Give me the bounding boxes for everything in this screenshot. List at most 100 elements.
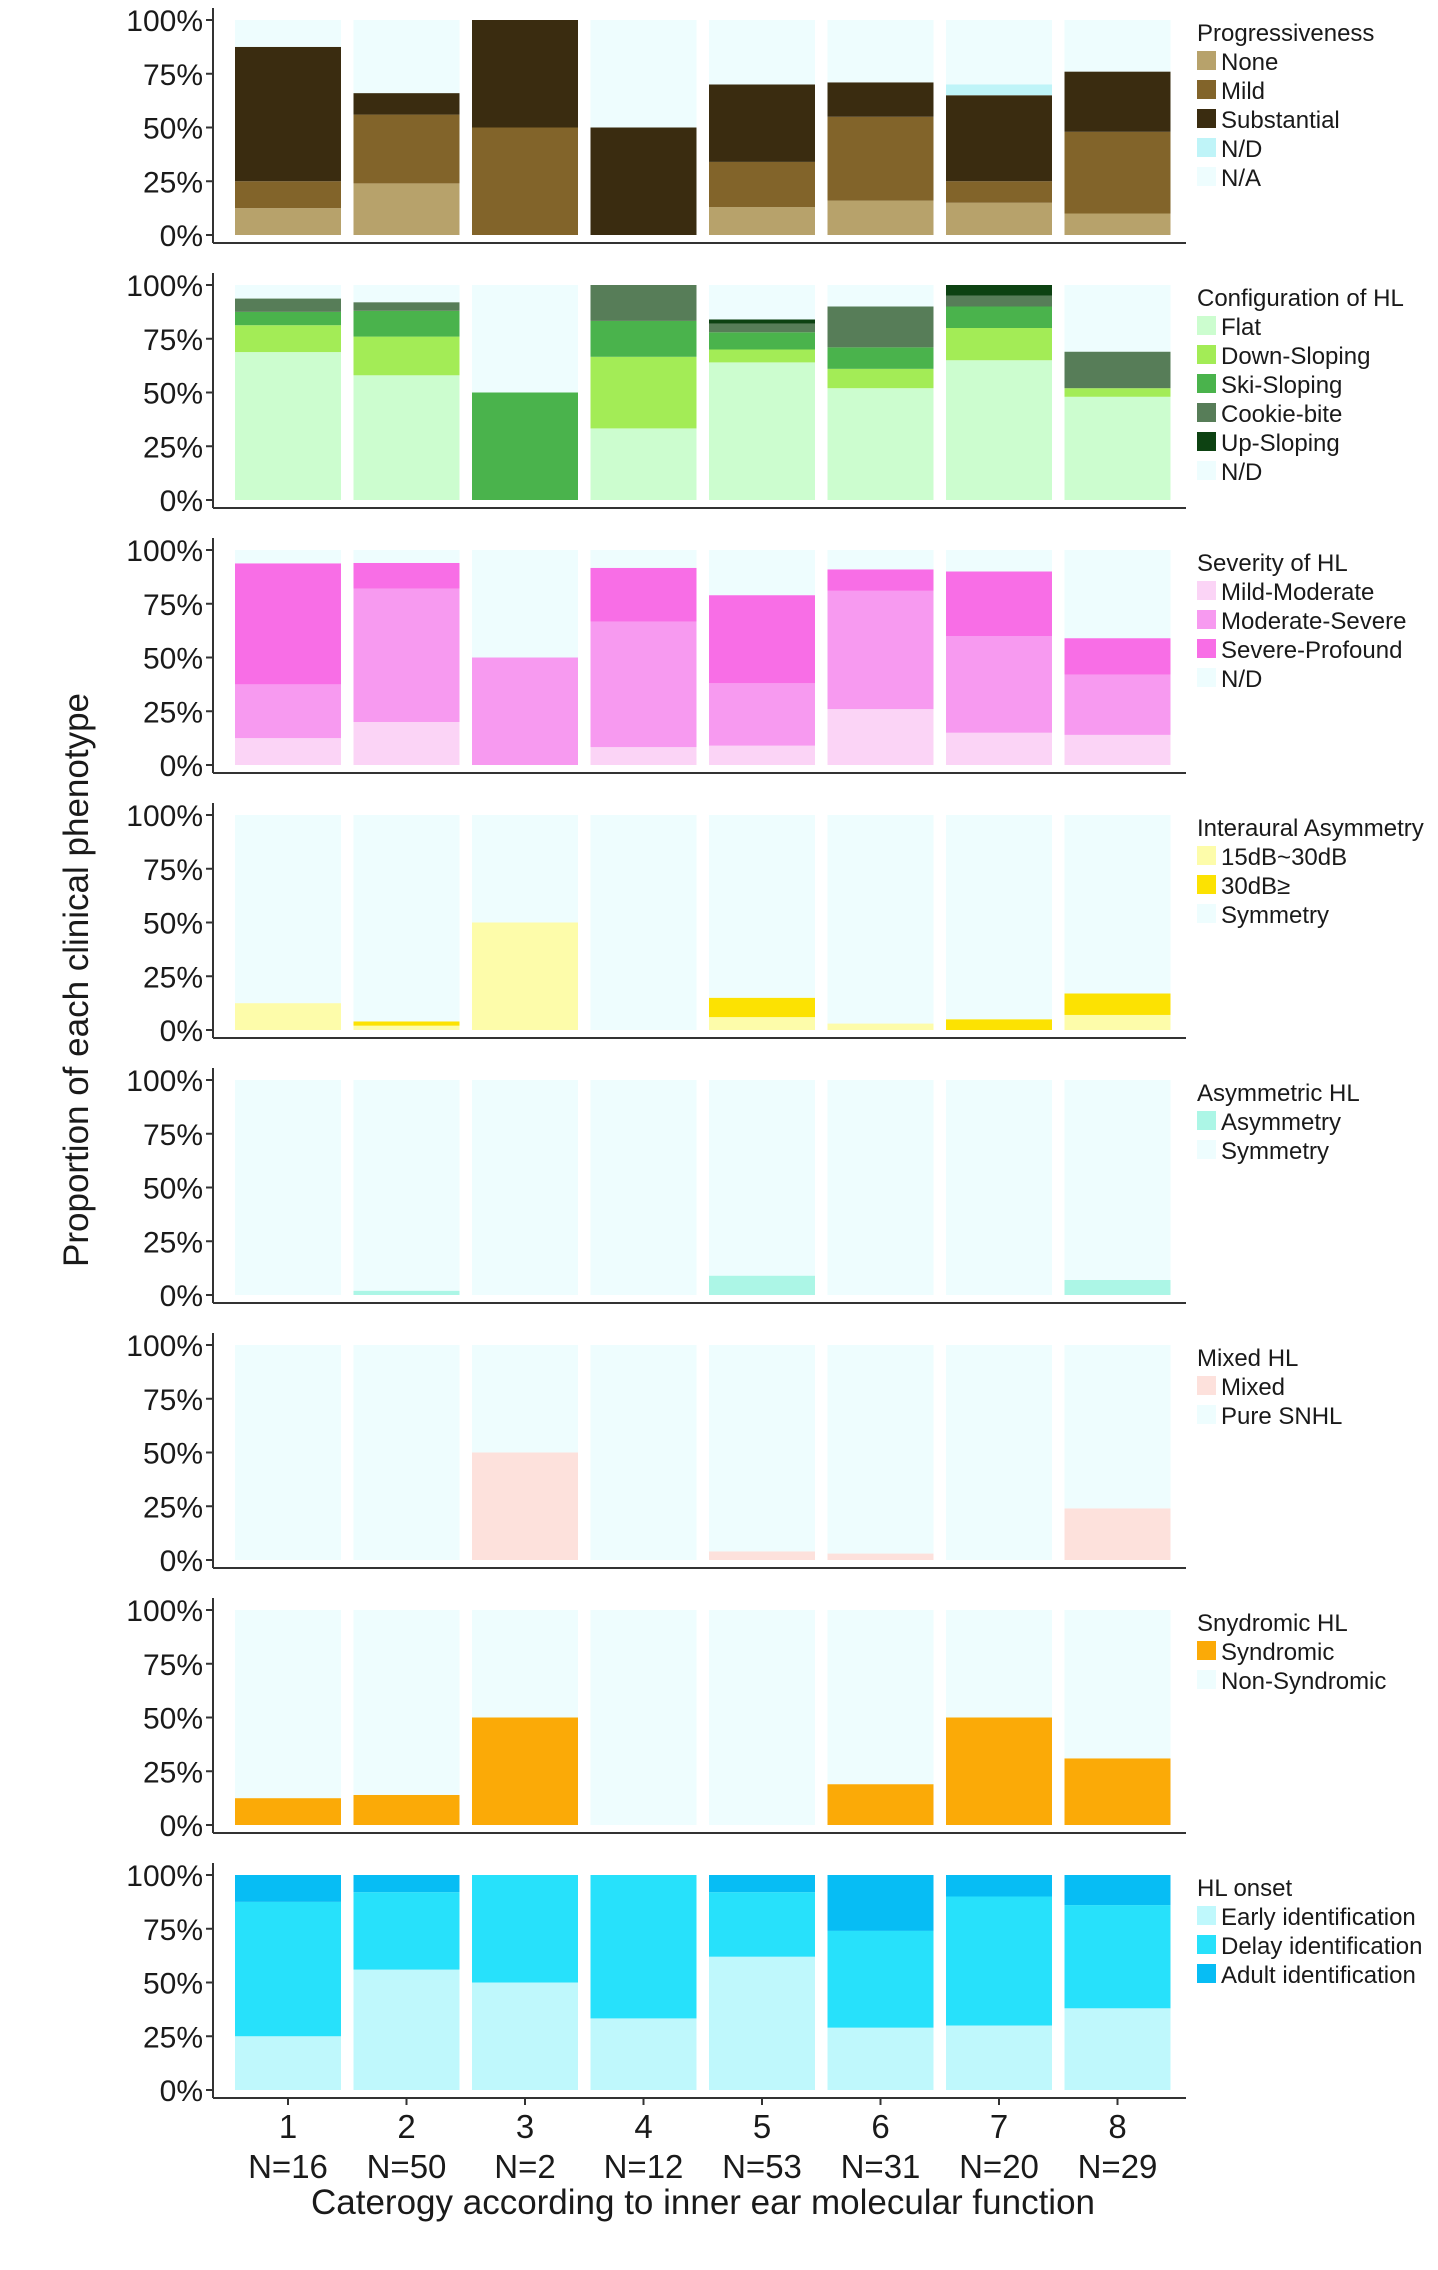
legend-swatch (1197, 1111, 1216, 1130)
bar-segment (590, 550, 697, 568)
bar-segment (353, 20, 460, 94)
bar-segment (946, 732, 1052, 765)
bar-segment (1064, 285, 1171, 352)
bar-segment (353, 1080, 460, 1291)
bar-segment (827, 1610, 934, 1785)
x-tick-label: 2 (397, 2108, 415, 2145)
bar-segment (472, 1345, 578, 1453)
legend-swatch (1197, 109, 1216, 128)
legend-title: Interaural Asymmetry (1197, 815, 1424, 842)
y-tick-label: 75% (143, 1914, 203, 1947)
legend-title: Severity of HL (1197, 550, 1348, 577)
bar-segment (946, 2025, 1052, 2090)
bar-segment (946, 571, 1052, 636)
x-tick-label: 5 (753, 2108, 771, 2145)
bar-segment (946, 1080, 1052, 1295)
legend-label: N/D (1221, 136, 1262, 163)
bar-segment (472, 815, 578, 923)
legend-swatch (1197, 904, 1216, 923)
bar-segment (235, 563, 341, 685)
bar-segment (946, 306, 1052, 328)
bar-segment (590, 815, 697, 1030)
bar-segment (709, 161, 815, 208)
bar-segment (709, 207, 815, 235)
legend-swatch (1197, 1906, 1216, 1925)
bar-segment (709, 997, 815, 1018)
bar-segment (709, 332, 815, 350)
bar-segment (946, 550, 1052, 572)
y-tick-label: 75% (143, 1649, 203, 1682)
bar-segment (827, 200, 934, 235)
y-tick-label: 75% (143, 854, 203, 887)
y-tick-label: 100% (126, 270, 203, 303)
bar-segment (353, 550, 460, 563)
y-tick-label: 25% (143, 961, 203, 994)
bar-segment (827, 815, 934, 1024)
bar-segment (946, 20, 1052, 85)
bar-segment (946, 328, 1052, 361)
bar-segment (353, 1610, 460, 1795)
x-tick-label: 3 (516, 2108, 534, 2145)
bar-segment (709, 1956, 815, 2090)
bar-segment (827, 550, 934, 570)
bar-segment (235, 1003, 341, 1030)
y-tick-label: 50% (143, 1438, 203, 1471)
bar-segment (827, 1784, 934, 1825)
bar-segment (590, 428, 697, 500)
panel-3: 0% 25% 50% 75% 100% Severity of HLMild-Modera… (126, 535, 1406, 783)
legend-swatch (1197, 846, 1216, 865)
bar-segment (1064, 20, 1171, 72)
bar-segment (827, 590, 934, 710)
bar-segment (827, 388, 934, 500)
y-tick-label: 100% (126, 800, 203, 833)
bar-segment (827, 1080, 934, 1295)
legend-swatch (1197, 1376, 1216, 1395)
bar-segment (235, 1610, 341, 1799)
bar-segment (353, 1875, 460, 1893)
bar-segment (827, 1023, 934, 1030)
bar-segment (1064, 1610, 1171, 1759)
y-tick-label: 75% (143, 59, 203, 92)
bar-segment (235, 298, 341, 312)
bar-segment (827, 347, 934, 369)
x-tick-label: 4 (634, 2108, 652, 2145)
sample-size-label: N=12 (604, 2148, 684, 2185)
bar-segment (1064, 396, 1171, 500)
bar-segment (827, 116, 934, 201)
bar-segment (1064, 993, 1171, 1015)
bar-segment (709, 1275, 815, 1295)
bar-segment (590, 1875, 697, 2019)
bar-segment (709, 285, 815, 320)
legend-title: Snydromic HL (1197, 1610, 1348, 1637)
bar-segment (472, 127, 578, 235)
bar-segment (353, 375, 460, 500)
legend-swatch (1197, 875, 1216, 894)
bar-segment (353, 310, 460, 337)
sample-size-label: N=20 (959, 2148, 1039, 2185)
y-tick-label: 100% (126, 1595, 203, 1628)
bar-segment (590, 127, 697, 235)
bar-segment (472, 20, 578, 128)
legend-swatch (1197, 1405, 1216, 1424)
sample-size-label: N=53 (722, 2148, 802, 2185)
bar-segment (472, 285, 578, 393)
bar-segment (946, 84, 1052, 96)
bar-segment (1064, 1758, 1171, 1825)
bar-segment (709, 1551, 815, 1560)
y-tick-label: 25% (143, 431, 203, 464)
legend-label: Pure SNHL (1221, 1403, 1342, 1430)
bar-segment (1064, 674, 1171, 735)
panel-7: 0% 25% 50% 75% 100% Snydromic HLSyndromicNon-… (126, 1595, 1386, 1843)
legend-swatch (1197, 1964, 1216, 1983)
bar-segment (472, 1717, 578, 1825)
bar-segment (709, 1875, 815, 1893)
y-tick-label: 50% (143, 643, 203, 676)
bar-segment (235, 20, 341, 47)
bar-segment (235, 181, 341, 209)
bar-segment (235, 815, 341, 1004)
y-tick-label: 100% (126, 1860, 203, 1893)
legend-label: Non-Syndromic (1221, 1668, 1386, 1695)
bar-segment (709, 1345, 815, 1552)
